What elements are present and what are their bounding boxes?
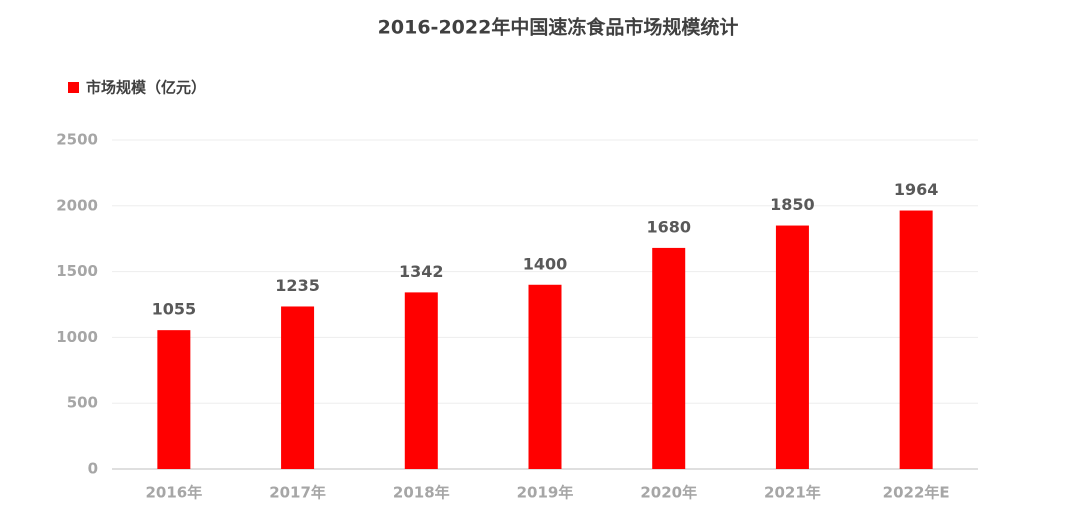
x-tick-label: 2020年 bbox=[640, 484, 697, 502]
bar bbox=[528, 284, 562, 469]
y-tick-label: 2500 bbox=[56, 131, 98, 149]
data-label: 1342 bbox=[399, 262, 444, 281]
data-label: 1964 bbox=[894, 180, 939, 199]
data-label: 1055 bbox=[152, 300, 197, 319]
x-tick-label: 2016年 bbox=[145, 484, 202, 502]
x-tick-label: 2019年 bbox=[517, 484, 574, 502]
y-tick-label: 1500 bbox=[56, 262, 98, 280]
bar bbox=[899, 210, 933, 469]
legend-swatch bbox=[68, 82, 79, 93]
data-label: 1680 bbox=[646, 217, 691, 236]
data-label: 1850 bbox=[770, 195, 815, 214]
x-tick-label: 2018年 bbox=[393, 484, 450, 502]
bar bbox=[281, 306, 315, 469]
x-tick-label: 2021年 bbox=[764, 484, 821, 502]
chart-title: 2016-2022年中国速冻食品市场规模统计 bbox=[378, 16, 739, 39]
y-tick-label: 2000 bbox=[56, 196, 98, 214]
bar bbox=[404, 292, 438, 469]
data-label: 1235 bbox=[275, 276, 320, 295]
y-tick-label: 1000 bbox=[56, 328, 98, 346]
bar bbox=[157, 330, 191, 469]
x-tick-label: 2022年E bbox=[883, 484, 950, 502]
legend-label: 市场规模（亿元） bbox=[86, 79, 206, 97]
bar bbox=[652, 247, 686, 469]
y-tick-label: 500 bbox=[67, 394, 98, 412]
x-tick-label: 2017年 bbox=[269, 484, 326, 502]
y-tick-label: 0 bbox=[88, 460, 98, 478]
bar bbox=[775, 225, 809, 469]
data-label: 1400 bbox=[523, 254, 568, 273]
